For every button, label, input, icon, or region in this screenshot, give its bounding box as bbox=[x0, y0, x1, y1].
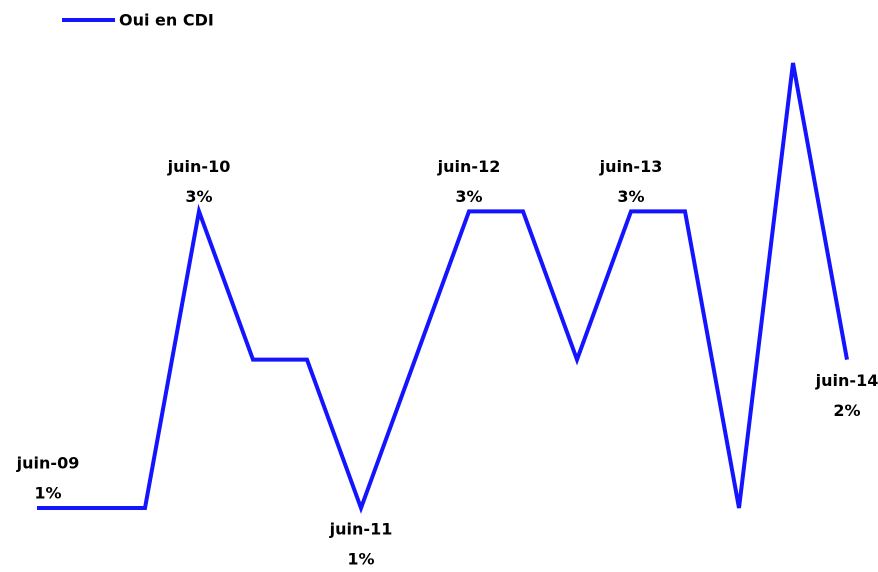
data-line bbox=[37, 62, 849, 514]
legend-label: Oui en CDI bbox=[119, 11, 214, 30]
category-label: juin-09 bbox=[16, 454, 80, 473]
data-label: 3% bbox=[185, 187, 212, 206]
data-label: 3% bbox=[617, 187, 644, 206]
data-label: 2% bbox=[833, 401, 860, 420]
category-label: juin-11 bbox=[329, 520, 393, 539]
category-label: juin-12 bbox=[437, 157, 501, 176]
category-label: juin-13 bbox=[599, 157, 663, 176]
data-label: 1% bbox=[347, 550, 374, 569]
data-label: 3% bbox=[455, 187, 482, 206]
category-label: juin-14 bbox=[815, 371, 878, 390]
data-label: 1% bbox=[34, 484, 61, 503]
category-label: juin-10 bbox=[167, 157, 231, 176]
